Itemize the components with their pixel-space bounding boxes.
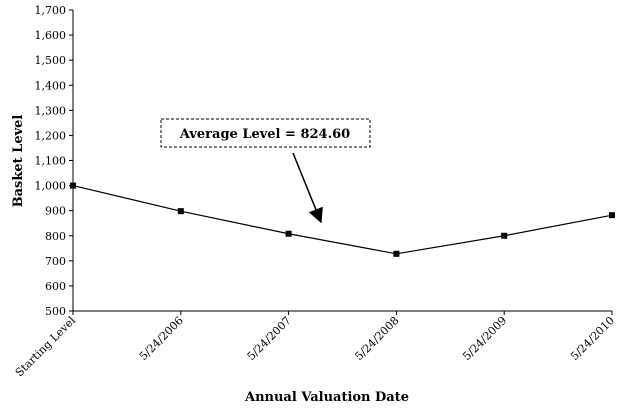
x-tick-label: 5/24/2008 bbox=[352, 314, 401, 363]
x-axis-title: Annual Valuation Date bbox=[244, 390, 409, 405]
x-tick-label: 5/24/2007 bbox=[245, 314, 294, 363]
y-tick-label: 1,600 bbox=[35, 29, 67, 42]
y-tick-label: 1,000 bbox=[35, 180, 67, 193]
data-point bbox=[70, 182, 76, 189]
annotation-box bbox=[160, 118, 371, 148]
average-level-annotation: Average Level = 824.60 bbox=[160, 118, 371, 224]
y-tick-label: 500 bbox=[45, 305, 66, 318]
y-tick-label: 1,400 bbox=[35, 79, 67, 92]
y-tick-label: 1,100 bbox=[35, 155, 67, 168]
x-axis-ticks: Starting Level 5/24/2006 5/24/2007 5/24/200… bbox=[13, 311, 617, 379]
y-tick-label: 800 bbox=[45, 230, 66, 243]
data-point bbox=[609, 212, 615, 219]
y-tick-label: 600 bbox=[45, 280, 66, 293]
x-tick-label: 5/24/2010 bbox=[568, 314, 617, 363]
series-line bbox=[72, 184, 613, 255]
y-tick-label: 1,500 bbox=[35, 54, 67, 67]
x-tick-label: 5/24/2009 bbox=[460, 314, 509, 363]
data-point bbox=[393, 250, 400, 257]
y-tick-label: 900 bbox=[45, 205, 66, 218]
data-point bbox=[177, 208, 184, 215]
y-tick-label: 700 bbox=[45, 255, 66, 268]
y-axis-ticks: 500 600 700 800 900 1,000 1,100 1,200 1,300 1,400… bbox=[35, 4, 73, 318]
data-point bbox=[285, 230, 292, 237]
data-point bbox=[501, 232, 508, 239]
y-axis-title: Basket Level bbox=[11, 115, 26, 208]
x-tick-label: Starting Level bbox=[13, 314, 79, 380]
x-tick-label: 5/24/2006 bbox=[137, 314, 186, 363]
series-points bbox=[70, 182, 615, 257]
y-tick-label: 1,200 bbox=[35, 129, 67, 142]
y-tick-label: 1,700 bbox=[35, 4, 67, 17]
annotation-arrow bbox=[292, 152, 323, 224]
y-tick-label: 1,300 bbox=[35, 104, 67, 117]
annotation-label: Average Level = 824.60 bbox=[179, 127, 350, 142]
